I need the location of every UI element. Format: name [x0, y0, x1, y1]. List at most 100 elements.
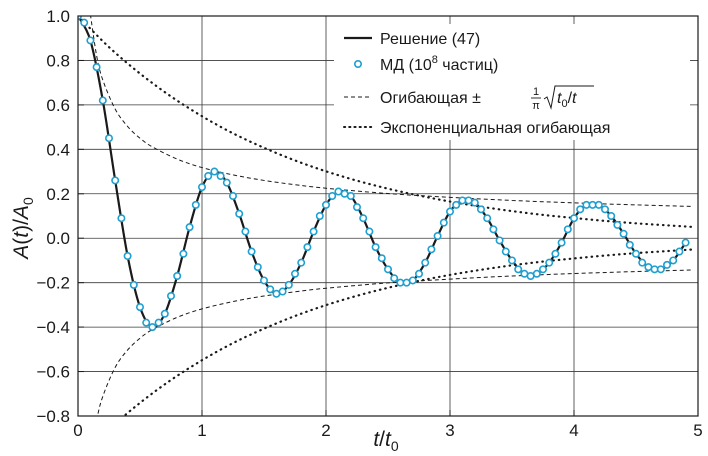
md-data-point [619, 229, 628, 238]
md-data-point [229, 192, 238, 201]
md-data-point [241, 227, 250, 236]
md-data-point [408, 276, 417, 285]
md-data-point [414, 269, 423, 278]
md-data-point [154, 318, 163, 327]
md-data-point [309, 227, 318, 236]
md-data-point [470, 198, 479, 207]
md-data-point [576, 205, 585, 214]
md-data-point [123, 252, 132, 261]
md-data-point [185, 223, 194, 232]
md-data-point [427, 245, 436, 254]
legend-label-md: МД (108 частиц) [380, 54, 498, 74]
legend-entry-md: МД (108 частиц) [353, 54, 498, 74]
md-data-point [290, 269, 299, 278]
md-data-point [216, 172, 225, 181]
md-data-point [278, 287, 287, 296]
md-data-point [111, 176, 120, 185]
md-data-point [191, 200, 200, 209]
md-data-point [359, 214, 368, 223]
md-data-point [167, 291, 176, 300]
md-data-point [662, 260, 671, 269]
md-data-point [210, 167, 219, 176]
md-data-point [284, 280, 293, 289]
md-data-point [551, 249, 560, 258]
md-data-point [514, 265, 523, 274]
y-axis-ticks: −0.8 −0.6 −0.4 −0.2 0.0 0.2 0.4 0.6 0.8 1.0 [36, 7, 84, 426]
legend-label-solution: Решение (47) [380, 31, 480, 48]
md-data-point [489, 225, 498, 234]
md-data-point [545, 258, 554, 267]
md-data-point [148, 323, 157, 332]
md-data-point [297, 258, 306, 267]
md-data-point [117, 214, 126, 223]
md-data-point [377, 254, 386, 263]
md-data-point [433, 232, 442, 241]
x-tick-label: 3 [445, 421, 454, 440]
legend-entry-envelope: Огибающая ± 1 π t0/t [344, 85, 594, 112]
md-data-point [160, 309, 169, 318]
legend-box [334, 24, 690, 140]
y-tick-label: −0.4 [36, 318, 70, 337]
y-tick-label: −0.8 [36, 407, 70, 426]
md-data-point [315, 212, 324, 221]
y-tick-label: 0.8 [46, 51, 70, 70]
md-data-point [253, 263, 262, 272]
x-axis-title: t/t0 [373, 428, 399, 454]
x-tick-label: 4 [569, 421, 578, 440]
x-axis-ticks: 0 1 2 3 4 5 [73, 410, 703, 440]
legend-frac-den: π [532, 100, 540, 112]
md-data-point [600, 205, 609, 214]
md-data-point [383, 265, 392, 274]
plot-frame [77, 15, 699, 417]
md-data-point [445, 207, 454, 216]
md-data-point [222, 178, 231, 187]
series-envelope-lower [97, 269, 692, 416]
md-data-point [328, 192, 337, 201]
y-tick-label: 0.6 [46, 96, 70, 115]
md-data-point [136, 303, 145, 312]
md-data-point [390, 274, 399, 283]
legend-label-exponential: Экспоненциальная огибающая [380, 120, 610, 137]
md-data-point [129, 280, 138, 289]
y-tick-label: 0.4 [46, 140, 70, 159]
md-data-point [346, 192, 355, 201]
md-data-point [569, 214, 578, 223]
md-data-point [656, 265, 665, 274]
y-tick-label: 1.0 [46, 7, 70, 26]
md-data-point [476, 205, 485, 214]
legend-marker-sample [353, 59, 362, 68]
md-data-point [98, 96, 107, 105]
md-data-point [371, 243, 380, 252]
legend: Решение (47) МД (108 частиц) Огибающая ±… [334, 24, 690, 140]
legend-sqrt-sign [543, 85, 594, 110]
legend-label-envelope: Огибающая ± [380, 90, 481, 107]
md-data-point [631, 249, 640, 258]
md-data-point [439, 218, 448, 227]
md-data-point [421, 258, 430, 267]
md-data-point [607, 212, 616, 221]
md-data-point [501, 247, 510, 256]
md-data-point [675, 247, 684, 256]
y-tick-label: 0.0 [46, 229, 70, 248]
y-tick-label: 0.2 [46, 185, 70, 204]
md-data-point [625, 240, 634, 249]
md-data-point [92, 63, 101, 72]
md-data-point [365, 227, 374, 236]
md-data-point [321, 200, 330, 209]
md-data-point [198, 183, 207, 192]
md-data-point [483, 214, 492, 223]
md-data-point [105, 134, 114, 143]
md-data-point [235, 209, 244, 218]
md-data-point [495, 236, 504, 245]
md-data-point [142, 318, 151, 327]
md-data-point [80, 18, 89, 27]
legend-frac-num: 1 [533, 86, 539, 98]
md-data-point [538, 265, 547, 274]
md-data-point [179, 249, 188, 258]
md-data-point [669, 256, 678, 265]
x-tick-label: 5 [693, 421, 702, 440]
md-data-point [86, 36, 95, 45]
y-tick-label: −0.6 [36, 363, 70, 382]
md-data-point [204, 172, 213, 181]
